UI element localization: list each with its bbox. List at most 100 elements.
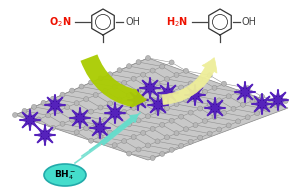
Circle shape <box>207 73 212 78</box>
Circle shape <box>107 130 112 135</box>
Circle shape <box>141 130 146 136</box>
Circle shape <box>221 81 226 86</box>
Circle shape <box>169 147 174 152</box>
Circle shape <box>202 119 207 123</box>
Circle shape <box>103 88 108 93</box>
Circle shape <box>51 125 56 130</box>
Polygon shape <box>106 104 124 122</box>
Circle shape <box>207 131 212 136</box>
Circle shape <box>103 118 108 123</box>
Circle shape <box>79 84 84 89</box>
Circle shape <box>131 76 136 81</box>
Circle shape <box>126 151 131 156</box>
Text: H$_2$N: H$_2$N <box>166 15 188 29</box>
Circle shape <box>174 101 179 107</box>
Circle shape <box>112 114 117 119</box>
Circle shape <box>165 106 170 111</box>
Circle shape <box>236 119 241 124</box>
Circle shape <box>226 94 231 99</box>
Circle shape <box>174 72 179 77</box>
Circle shape <box>174 131 179 136</box>
Circle shape <box>46 113 51 118</box>
Polygon shape <box>141 79 159 97</box>
Polygon shape <box>129 91 147 109</box>
Circle shape <box>107 101 112 106</box>
Circle shape <box>22 108 27 113</box>
Polygon shape <box>149 96 167 114</box>
Circle shape <box>155 81 160 86</box>
FancyArrowPatch shape <box>162 58 217 105</box>
Circle shape <box>274 103 279 108</box>
Circle shape <box>184 98 189 102</box>
Circle shape <box>146 114 150 119</box>
Circle shape <box>107 72 112 77</box>
Text: O$_2$N: O$_2$N <box>49 15 71 29</box>
Text: OH: OH <box>125 17 140 27</box>
Polygon shape <box>253 95 271 113</box>
Circle shape <box>141 101 146 106</box>
Circle shape <box>146 56 150 60</box>
Circle shape <box>117 126 122 131</box>
Circle shape <box>74 101 79 106</box>
Circle shape <box>70 88 75 93</box>
FancyArrowPatch shape <box>81 54 147 108</box>
Circle shape <box>89 80 94 85</box>
Circle shape <box>184 68 189 73</box>
Polygon shape <box>71 109 89 127</box>
Circle shape <box>260 94 265 99</box>
Circle shape <box>169 89 174 94</box>
Circle shape <box>245 115 250 120</box>
Circle shape <box>202 89 207 94</box>
Circle shape <box>150 68 155 73</box>
Text: OH: OH <box>242 17 257 27</box>
Circle shape <box>55 109 60 114</box>
Circle shape <box>155 110 160 115</box>
Circle shape <box>122 139 127 144</box>
Circle shape <box>122 80 127 85</box>
Circle shape <box>117 97 122 102</box>
Circle shape <box>136 60 141 65</box>
Circle shape <box>65 105 70 110</box>
Polygon shape <box>236 83 254 101</box>
Circle shape <box>212 85 217 90</box>
Circle shape <box>122 109 127 114</box>
FancyArrowPatch shape <box>101 115 138 145</box>
Circle shape <box>74 130 79 135</box>
Circle shape <box>184 127 189 132</box>
Circle shape <box>193 93 198 98</box>
Circle shape <box>188 110 193 115</box>
Circle shape <box>93 92 98 98</box>
Circle shape <box>79 113 84 118</box>
Polygon shape <box>36 126 54 144</box>
Circle shape <box>188 139 193 144</box>
Circle shape <box>41 100 46 105</box>
Circle shape <box>126 122 131 127</box>
Circle shape <box>226 123 231 128</box>
Circle shape <box>60 121 65 126</box>
Circle shape <box>126 93 131 98</box>
Circle shape <box>240 102 245 107</box>
Circle shape <box>179 143 184 148</box>
Circle shape <box>150 156 155 160</box>
Ellipse shape <box>44 164 86 186</box>
Circle shape <box>89 138 94 143</box>
Circle shape <box>12 112 17 118</box>
Circle shape <box>131 135 136 139</box>
Circle shape <box>117 68 122 73</box>
Polygon shape <box>186 86 204 104</box>
Circle shape <box>245 86 250 91</box>
Circle shape <box>136 89 141 94</box>
Polygon shape <box>15 58 288 160</box>
Circle shape <box>84 97 89 101</box>
Circle shape <box>212 114 217 119</box>
Text: BH$_4^-$: BH$_4^-$ <box>54 168 76 182</box>
Circle shape <box>250 98 255 103</box>
Circle shape <box>165 135 170 140</box>
Polygon shape <box>206 99 224 117</box>
Circle shape <box>98 134 103 139</box>
Circle shape <box>255 111 260 116</box>
Circle shape <box>198 77 203 82</box>
Circle shape <box>51 96 56 101</box>
Polygon shape <box>91 119 109 137</box>
Circle shape <box>112 84 117 89</box>
